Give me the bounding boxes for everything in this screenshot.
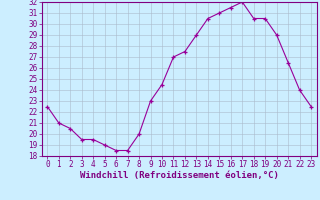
X-axis label: Windchill (Refroidissement éolien,°C): Windchill (Refroidissement éolien,°C) (80, 171, 279, 180)
